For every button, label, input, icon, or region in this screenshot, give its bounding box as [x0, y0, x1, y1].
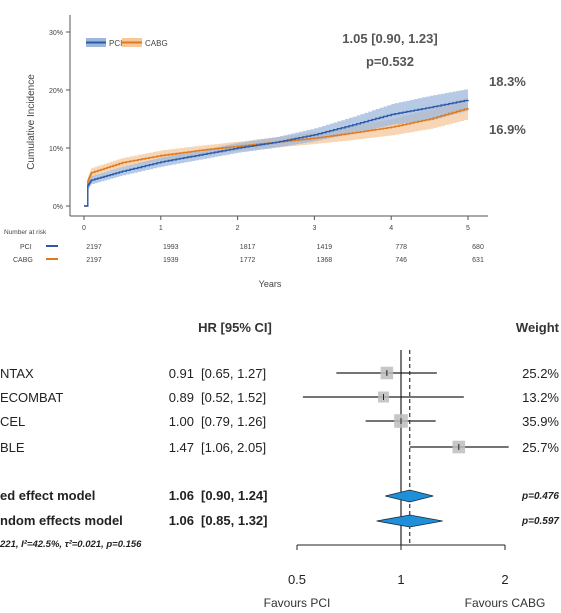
risk-value-pci: 680 [472, 244, 484, 251]
risk-value-cabg: 1368 [317, 257, 333, 264]
risk-value-pci: 1419 [317, 244, 333, 251]
forest-marks [302, 366, 509, 528]
km-ci-band-pci [84, 88, 468, 206]
risk-value-cabg: 1772 [240, 257, 256, 264]
risk-value-cabg: 2197 [86, 257, 102, 264]
forest-pooled-diamond [376, 514, 443, 528]
risk-table: Number at risk PCI CABG 2197 1993 1817 1419… [4, 229, 484, 264]
km-line-pci [84, 99, 469, 207]
risk-table-title: Number at risk [4, 229, 47, 236]
km-x-axis-label: Years [259, 279, 282, 289]
forest-fixed-hr: 1.06 [169, 488, 194, 503]
legend-label-pci: PCI [109, 39, 122, 48]
km-p-annotation: p=0.532 [366, 54, 414, 69]
km-ci-bands [84, 88, 468, 206]
forest-study-name: CEL [0, 414, 25, 429]
forest-pooled-diamond [385, 489, 434, 503]
forest-panel: HR [95% CI] Weight NTAX 0.91 [0.65, 1.27] 2… [0, 320, 560, 610]
forest-study-weight: 25.2% [522, 366, 559, 381]
km-x-tick-label: 1 [159, 225, 163, 232]
favours-left-label: Favours PCI [264, 596, 331, 610]
forest-weight-header: Weight [516, 320, 560, 335]
legend-label-cabg: CABG [145, 39, 168, 48]
forest-study-hr: 1.00 [169, 414, 194, 429]
risk-values: 2197 1993 1817 1419 778 680 2197 1939 1772 1368 74… [86, 244, 484, 264]
risk-value-pci: 1993 [163, 244, 179, 251]
forest-study-name: BLE [0, 440, 25, 455]
risk-value-cabg: 1939 [163, 257, 179, 264]
forest-x-tick-label: 0.5 [288, 572, 306, 587]
forest-study-ci: [1.06, 2.05] [201, 440, 266, 455]
forest-random-label: ndom effects model [0, 513, 123, 528]
forest-study-weight: 25.7% [522, 440, 559, 455]
forest-fixed-ci: [0.90, 1.24] [201, 488, 268, 503]
km-x-tick-label: 2 [236, 225, 240, 232]
forest-fixed-label: ed effect model [0, 488, 95, 503]
km-y-ticks: 0% 10% 20% 30% [49, 30, 70, 211]
km-hr-annotation: 1.05 [0.90, 1.23] [342, 31, 437, 46]
forest-study-weight: 35.9% [522, 414, 559, 429]
forest-random-ci: [0.85, 1.32] [201, 513, 268, 528]
risk-row-label-cabg: CABG [13, 257, 33, 264]
risk-value-pci: 2197 [86, 244, 102, 251]
risk-value-cabg: 631 [472, 257, 484, 264]
risk-value-cabg: 746 [395, 257, 407, 264]
forest-study-ci: [0.79, 1.26] [201, 414, 266, 429]
km-legend: PCI CABG [86, 38, 168, 48]
forest-x-tick-label: 1 [397, 572, 404, 587]
km-y-axis-label: Cumulative Incidence [26, 74, 37, 170]
forest-x-ticks: 0.5 1 2 [288, 545, 509, 587]
km-x-tick-label: 0 [82, 225, 86, 232]
km-end-label-cabg: 16.9% [489, 122, 526, 137]
favours-right-label: Favours CABG [465, 596, 546, 610]
km-y-tick-label: 0% [53, 204, 63, 211]
forest-study-hr: 0.89 [169, 390, 194, 405]
forest-fixed-p: p=0.476 [521, 491, 559, 502]
forest-study-ci: [0.52, 1.52] [201, 390, 266, 405]
km-series-lines [84, 99, 469, 207]
km-x-tick-label: 4 [389, 225, 393, 232]
risk-value-pci: 1817 [240, 244, 256, 251]
km-end-label-pci: 18.3% [489, 74, 526, 89]
km-y-tick-label: 20% [49, 88, 63, 95]
risk-row-label-pci: PCI [20, 244, 32, 251]
forest-hr-header: HR [95% CI] [198, 320, 272, 335]
forest-study-ci: [0.65, 1.27] [201, 366, 266, 381]
forest-study-name: NTAX [0, 366, 34, 381]
km-x-ticks: 0 1 2 3 4 5 [82, 216, 470, 232]
forest-study-weight: 13.2% [522, 390, 559, 405]
risk-value-pci: 778 [395, 244, 407, 251]
forest-heterogeneity: 221, I²=42.5%, τ²=0.021, p=0.156 [0, 539, 142, 550]
forest-study-hr: 1.47 [169, 440, 194, 455]
km-x-tick-label: 3 [312, 225, 316, 232]
forest-study-hr: 0.91 [169, 366, 194, 381]
forest-study-name: ECOMBAT [0, 390, 63, 405]
forest-study-rows: NTAX 0.91 [0.65, 1.27] 25.2% ECOMBAT 0.89 [0.5… [0, 366, 559, 455]
forest-x-tick-label: 2 [501, 572, 508, 587]
forest-random-hr: 1.06 [169, 513, 194, 528]
km-y-tick-label: 10% [49, 146, 63, 153]
forest-random-p: p=0.597 [521, 516, 559, 527]
km-x-tick-label: 5 [466, 225, 470, 232]
km-y-tick-label: 30% [49, 30, 63, 37]
